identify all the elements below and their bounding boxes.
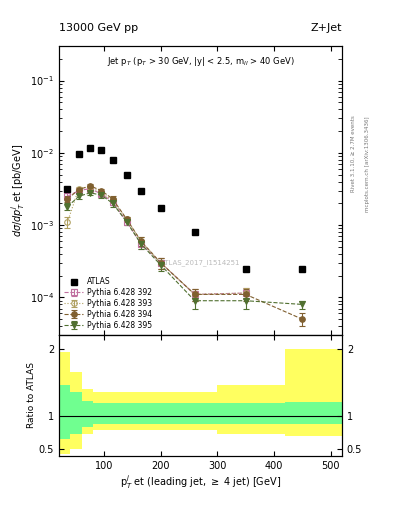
ATLAS (125, 172, 129, 178)
X-axis label: p$_T^j$ et (leading jet, $\geq$ 4 jet) [GeV]: p$_T^j$ et (leading jet, $\geq$ 4 jet) [… (120, 473, 281, 491)
ATLAS (139, 187, 143, 194)
ATLAS (65, 185, 70, 191)
Legend: ATLAS, Pythia 6.428 392, Pythia 6.428 393, Pythia 6.428 394, Pythia 6.428 395: ATLAS, Pythia 6.428 392, Pythia 6.428 39… (63, 275, 154, 331)
ATLAS (243, 266, 248, 272)
ATLAS (110, 157, 115, 163)
Text: Jet p$_T$ (p$_T$ > 30 GeV, |y| < 2.5, m$_{ll}$ > 40 GeV): Jet p$_T$ (p$_T$ > 30 GeV, |y| < 2.5, m$… (107, 55, 294, 68)
Y-axis label: $d\sigma/dp_T^j$ et [pb/GeV]: $d\sigma/dp_T^j$ et [pb/GeV] (9, 144, 27, 237)
Text: mcplots.cern.ch [arXiv:1306.3436]: mcplots.cern.ch [arXiv:1306.3436] (365, 116, 371, 211)
ATLAS (193, 229, 197, 235)
ATLAS (99, 147, 104, 153)
Text: Rivet 3.1.10, ≥ 2.7M events: Rivet 3.1.10, ≥ 2.7M events (351, 115, 356, 192)
Line: ATLAS: ATLAS (64, 145, 306, 272)
ATLAS (76, 152, 81, 158)
Text: Z+Jet: Z+Jet (310, 23, 342, 33)
ATLAS (88, 145, 92, 152)
Text: 13000 GeV pp: 13000 GeV pp (59, 23, 138, 33)
Text: ATLAS_2017_I1514251: ATLAS_2017_I1514251 (161, 260, 240, 266)
Y-axis label: Ratio to ATLAS: Ratio to ATLAS (27, 362, 36, 429)
ATLAS (158, 205, 163, 211)
ATLAS (300, 266, 305, 272)
